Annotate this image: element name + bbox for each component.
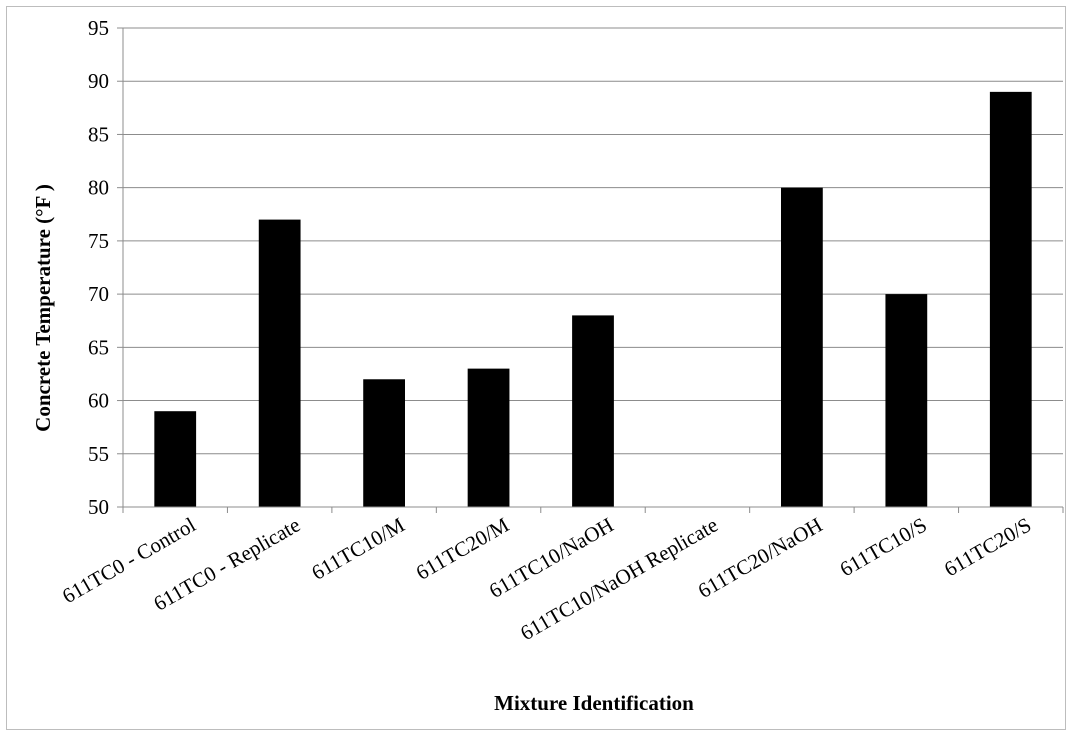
bar-1 (154, 411, 197, 507)
bar-4 (467, 368, 510, 507)
y-tick-label: 70 (88, 282, 109, 306)
y-tick-label: 50 (88, 495, 109, 519)
y-axis-title: Concrete Temperature (°F ) (31, 184, 55, 432)
y-tick-label: 80 (88, 176, 109, 200)
x-tick-label: 611TC10/S (836, 513, 931, 582)
bar-9 (989, 91, 1032, 507)
y-tick-label: 60 (88, 389, 109, 413)
y-tick-label: 55 (88, 442, 109, 466)
y-tick-label: 65 (88, 335, 109, 359)
bar-8 (885, 294, 928, 507)
bar-5 (572, 315, 614, 507)
bar-7 (781, 187, 823, 507)
x-axis-title: Mixture Identification (494, 691, 694, 715)
y-tick-label: 95 (88, 16, 109, 40)
axes (122, 28, 1064, 513)
y-tick-label: 90 (88, 69, 109, 93)
x-tick-label: 611TC10/NaOH Replicate (516, 513, 722, 646)
x-tick-label: 611TC10/M (307, 512, 409, 584)
y-tick-label: 85 (88, 122, 109, 146)
x-tick-label: 611TC20/S (940, 513, 1035, 582)
bars (154, 91, 1032, 507)
bar-3 (363, 379, 405, 507)
y-tick-label: 75 (88, 229, 109, 253)
bar-2 (258, 219, 301, 507)
y-tick-labels: 50 55 60 65 70 75 80 85 90 95 (88, 16, 109, 519)
